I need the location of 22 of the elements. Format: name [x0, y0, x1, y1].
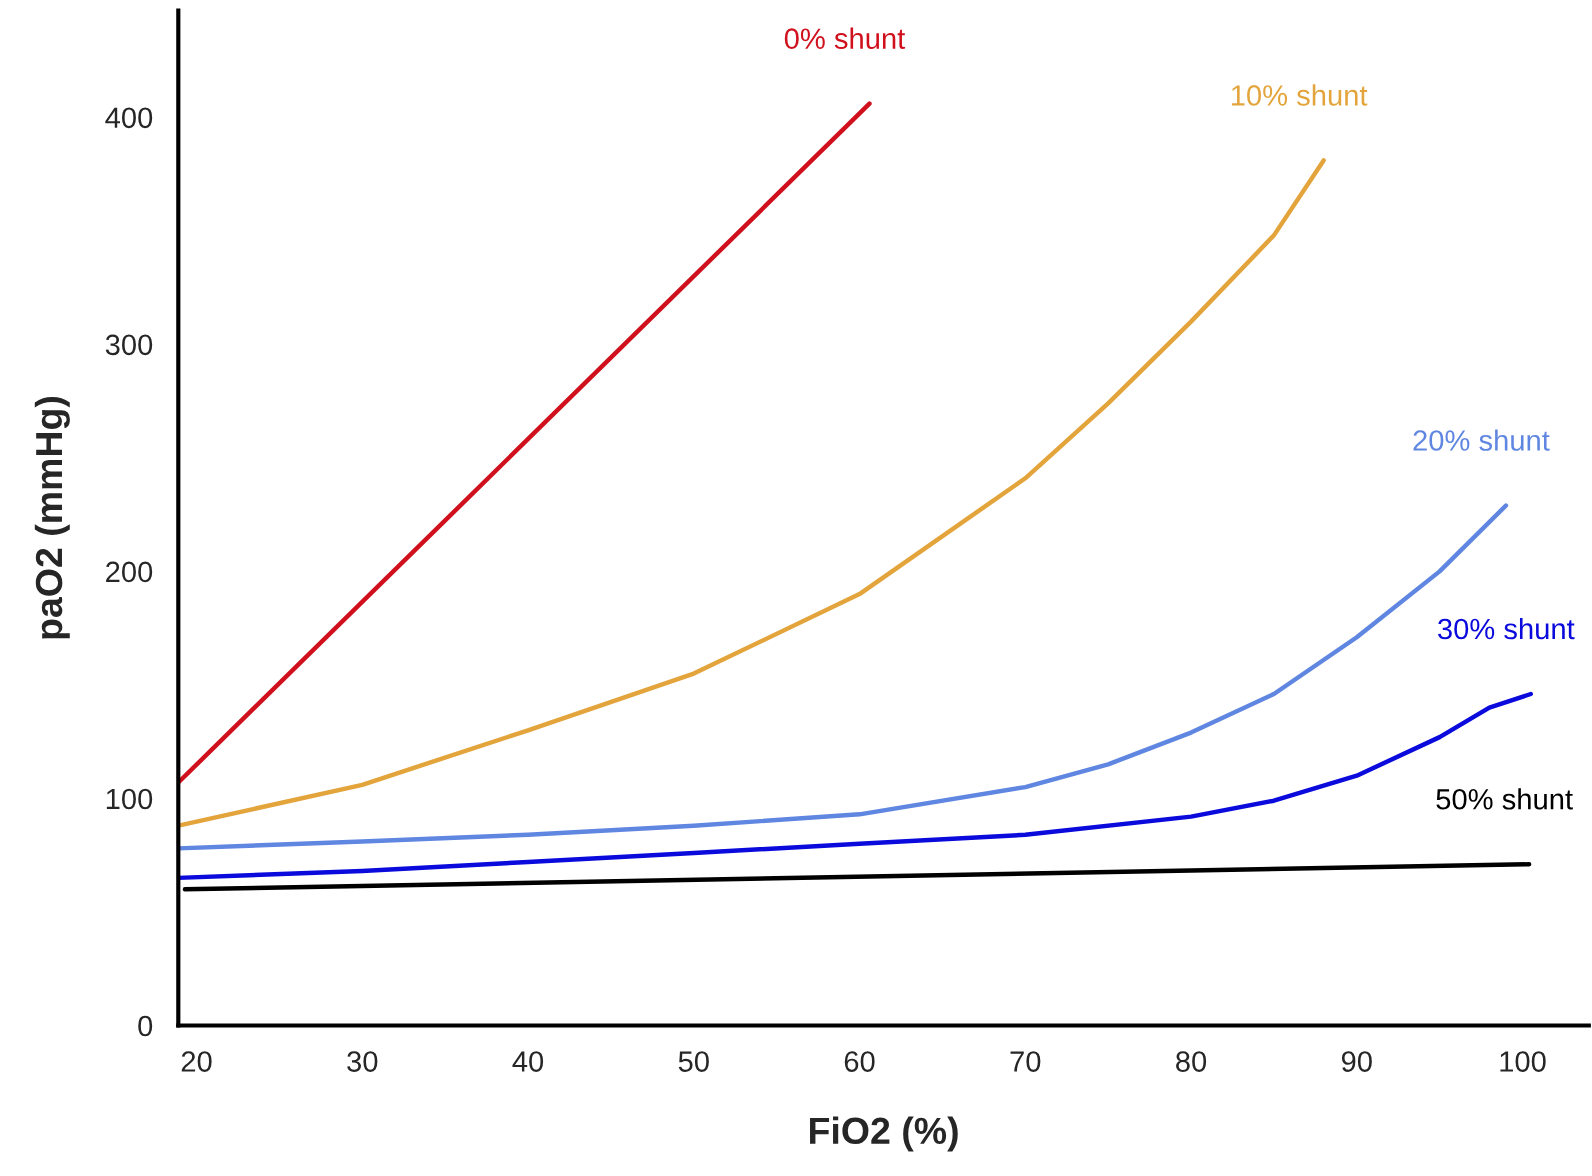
- x-tick-label: 70: [1010, 1051, 1041, 1072]
- y-tick-label: 0: [138, 1015, 153, 1037]
- y-axis-title: paO2 (mmHg): [34, 396, 70, 639]
- x-axis-title: FiO2 (%): [810, 1116, 958, 1152]
- x-tick-label: 40: [512, 1051, 544, 1072]
- x-tick-label: 60: [844, 1051, 875, 1072]
- text: 20% shunt: [1413, 429, 1550, 451]
- text: 0% shunt: [784, 27, 906, 49]
- line-series: [178, 158, 1326, 828]
- y-tick-label: 300: [105, 334, 153, 356]
- x-tick-label: 30: [347, 1051, 378, 1072]
- series-label: 50% shunt: [1436, 788, 1573, 810]
- x-tick-label: 20: [181, 1051, 212, 1072]
- y-tick-label: 100: [106, 788, 153, 810]
- x-tick-label: 50: [678, 1051, 709, 1072]
- y-tick-label: 200: [106, 561, 153, 583]
- x-tick-label: 90: [1341, 1051, 1372, 1072]
- x-tick-label: 100: [1500, 1051, 1546, 1072]
- x-tick-label: 80: [1176, 1051, 1207, 1072]
- y-tick-label: 400: [105, 107, 153, 129]
- text: 30% shunt: [1438, 617, 1575, 640]
- text: 10% shunt: [1231, 84, 1368, 106]
